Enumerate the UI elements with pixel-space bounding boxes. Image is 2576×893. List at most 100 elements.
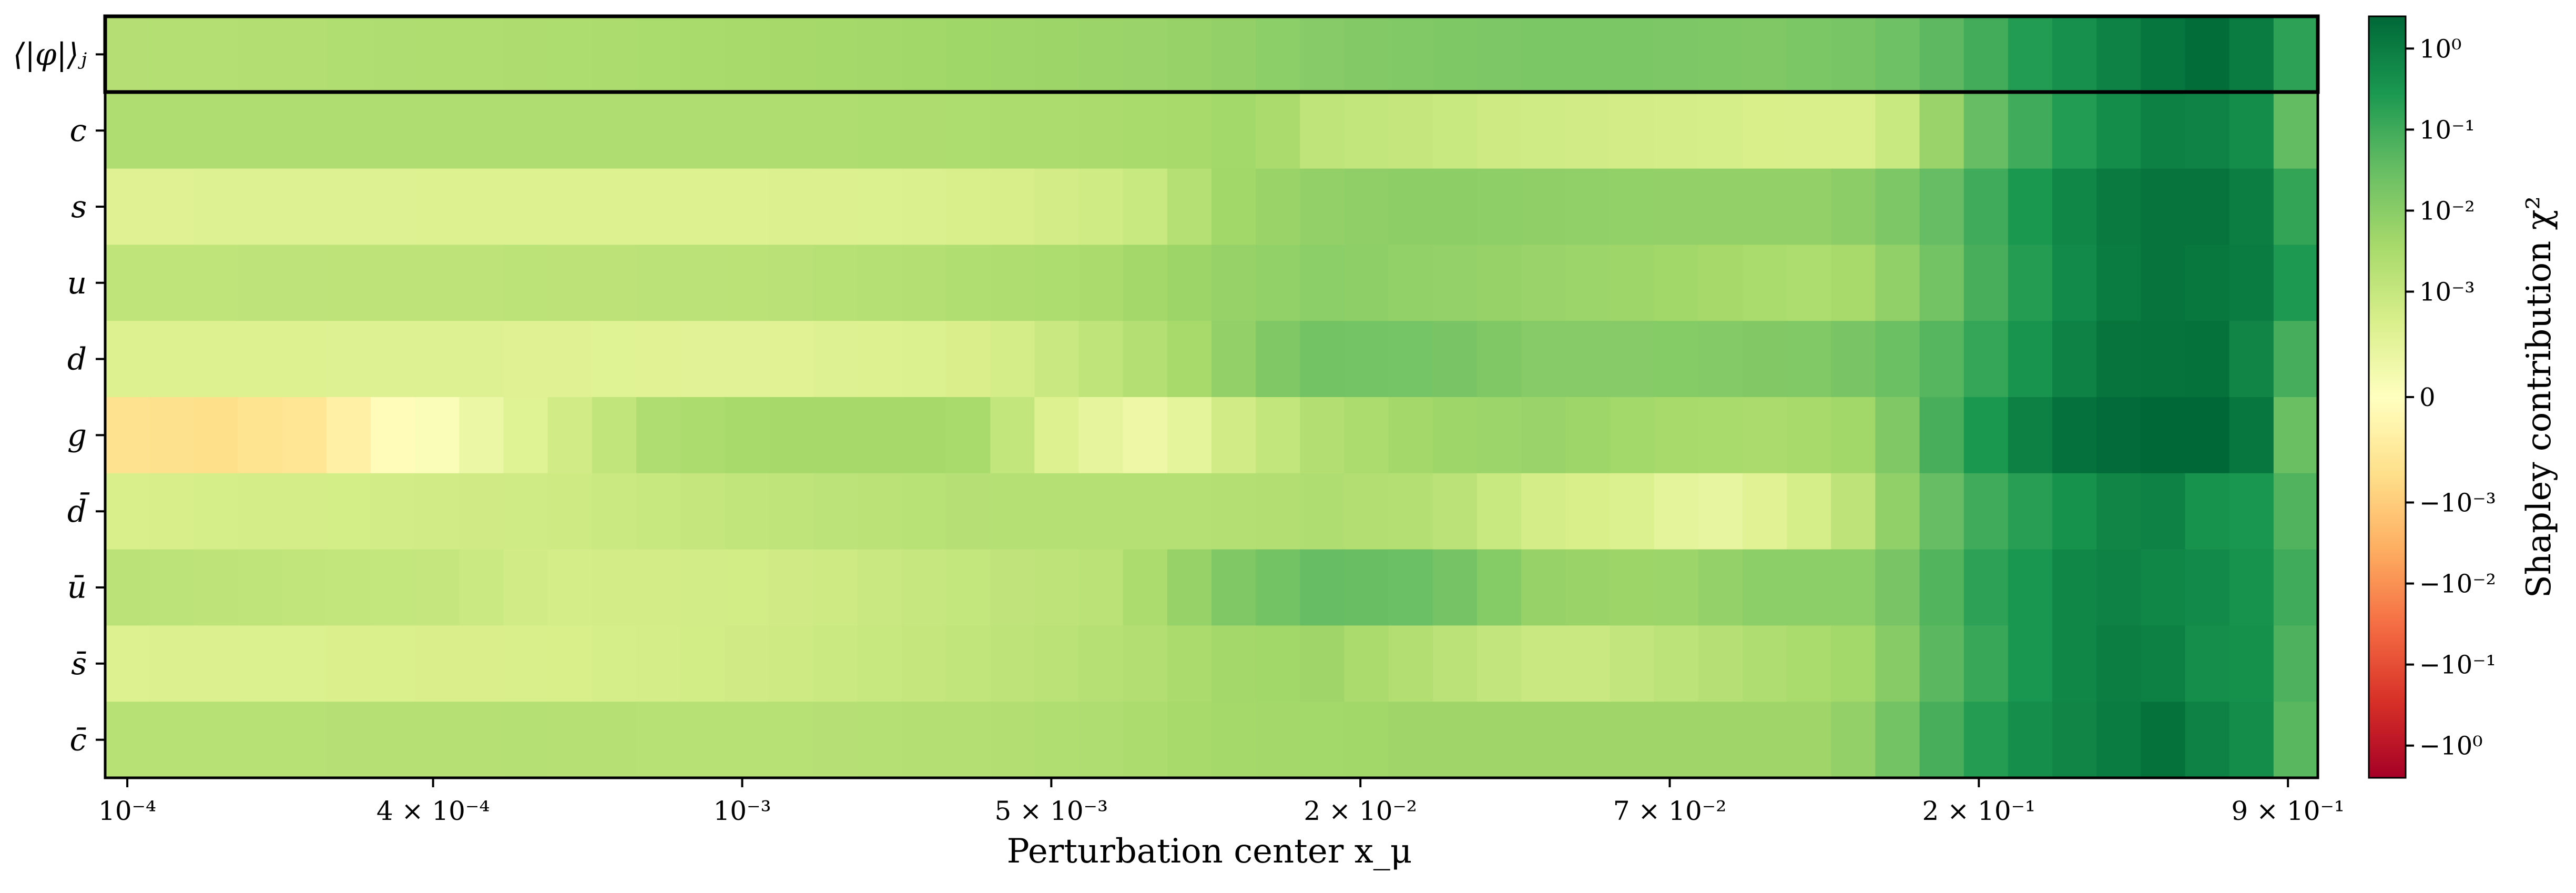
heatmap-cell [2185, 92, 2230, 169]
heatmap-cell [503, 92, 548, 169]
heatmap-cell [1698, 321, 1743, 398]
heatmap-cell [1831, 321, 1876, 398]
heatmap-cell [1875, 245, 1920, 321]
heatmap-cell [990, 473, 1035, 550]
heatmap-cell [990, 92, 1035, 169]
heatmap-cell [1078, 92, 1124, 169]
heatmap-cell [326, 473, 371, 550]
heatmap-cell [2273, 549, 2318, 626]
heatmap-cell [415, 473, 460, 550]
heatmap-cell [459, 245, 504, 321]
heatmap-cell [1078, 245, 1124, 321]
heatmap-cell [680, 321, 725, 398]
heatmap-cell [1123, 16, 1168, 93]
heatmap-cell [1256, 473, 1300, 550]
heatmap-cell [2052, 168, 2097, 245]
heatmap-cell [2052, 397, 2097, 474]
heatmap-cell [238, 92, 283, 169]
heatmap-cell [415, 549, 460, 626]
heatmap-cell [1521, 702, 1566, 778]
heatmap-cell [1919, 168, 1964, 245]
heatmap-cell [238, 625, 283, 702]
heatmap-cell [149, 397, 194, 474]
heatmap-cell [1167, 321, 1212, 398]
heatmap-cell [2141, 245, 2186, 321]
heatmap-cell [813, 245, 858, 321]
heatmap-cell [2229, 16, 2274, 93]
heatmap-cell [1211, 702, 1256, 778]
heatmap-cell [1654, 625, 1699, 702]
heatmap-cell [1123, 245, 1168, 321]
heatmap-cell [1034, 397, 1080, 474]
row-label: c̄ [70, 722, 87, 758]
heatmap-cell [1256, 321, 1300, 398]
heatmap-cell [1742, 92, 1787, 169]
heatmap-cell [415, 625, 460, 702]
heatmap-cell [1034, 16, 1080, 93]
heatmap-cell [1211, 473, 1256, 550]
heatmap-cell [503, 397, 548, 474]
heatmap-cell [1078, 321, 1124, 398]
heatmap-cell [1432, 549, 1478, 626]
heatmap-cell [1477, 473, 1522, 550]
heatmap-cell [1388, 321, 1433, 398]
heatmap-cell [2008, 16, 2053, 93]
heatmap-cell [370, 702, 415, 778]
heatmap-cell [1610, 549, 1655, 626]
heatmap-cell [1167, 92, 1212, 169]
heatmap-cell [2229, 168, 2274, 245]
heatmap-cell [415, 397, 460, 474]
heatmap-cell [1919, 473, 1964, 550]
heatmap-cell [1565, 245, 1611, 321]
colorbar-tick-label: −10⁻² [2419, 570, 2496, 599]
heatmap-cell [238, 473, 283, 550]
heatmap-cell [636, 397, 681, 474]
heatmap-cell [1477, 625, 1522, 702]
colorbar-tick-label: 10⁰ [2419, 34, 2461, 64]
heatmap-cell [547, 16, 593, 93]
x-axis-label: Perturbation center x_μ [1007, 832, 1412, 871]
heatmap-cell [2273, 92, 2318, 169]
heatmap-cell [1742, 245, 1787, 321]
heatmap-cell [2273, 321, 2318, 398]
heatmap-cell [680, 168, 725, 245]
heatmap-cell [725, 625, 769, 702]
heatmap-cell [149, 245, 194, 321]
heatmap-cell [1123, 473, 1168, 550]
heatmap-cell [459, 702, 504, 778]
heatmap-cell [1300, 702, 1345, 778]
heatmap-cell [1698, 168, 1743, 245]
heatmap-cell [1521, 473, 1566, 550]
heatmap-cell [1565, 168, 1611, 245]
heatmap-cell [990, 245, 1035, 321]
heatmap-cell [282, 473, 327, 550]
heatmap-cell [2141, 321, 2186, 398]
heatmap-cell [2185, 321, 2230, 398]
heatmap-cell [725, 92, 769, 169]
heatmap-cell [1078, 625, 1124, 702]
heatmap-cell [2141, 625, 2186, 702]
heatmap-cell [459, 625, 504, 702]
heatmap-cell [769, 549, 814, 626]
heatmap-cell [2185, 168, 2230, 245]
heatmap-cell [1610, 473, 1655, 550]
heatmap-cell [2096, 397, 2141, 474]
row-label: u [67, 265, 87, 301]
colorbar-ticks: 10⁰ 10⁻¹ 10⁻² 10⁻³ 0 −10⁻³ −10⁻² −10⁻¹ −10⁰ [2406, 34, 2496, 761]
heatmap-cell [1787, 92, 1831, 169]
heatmap-cell [725, 168, 769, 245]
heatmap-cell [2141, 16, 2186, 93]
heatmap-cell [326, 549, 371, 626]
heatmap-cell [813, 397, 858, 474]
heatmap-cell [1787, 625, 1831, 702]
heatmap-cell [1034, 92, 1080, 169]
heatmap-cell [1654, 321, 1699, 398]
heatmap-cell [282, 168, 327, 245]
heatmap-cell [1300, 397, 1345, 474]
heatmap-cell [901, 397, 946, 474]
heatmap-cell [1919, 245, 1964, 321]
heatmap-cell [1654, 473, 1699, 550]
heatmap-cell [680, 397, 725, 474]
heatmap-cell [238, 397, 283, 474]
